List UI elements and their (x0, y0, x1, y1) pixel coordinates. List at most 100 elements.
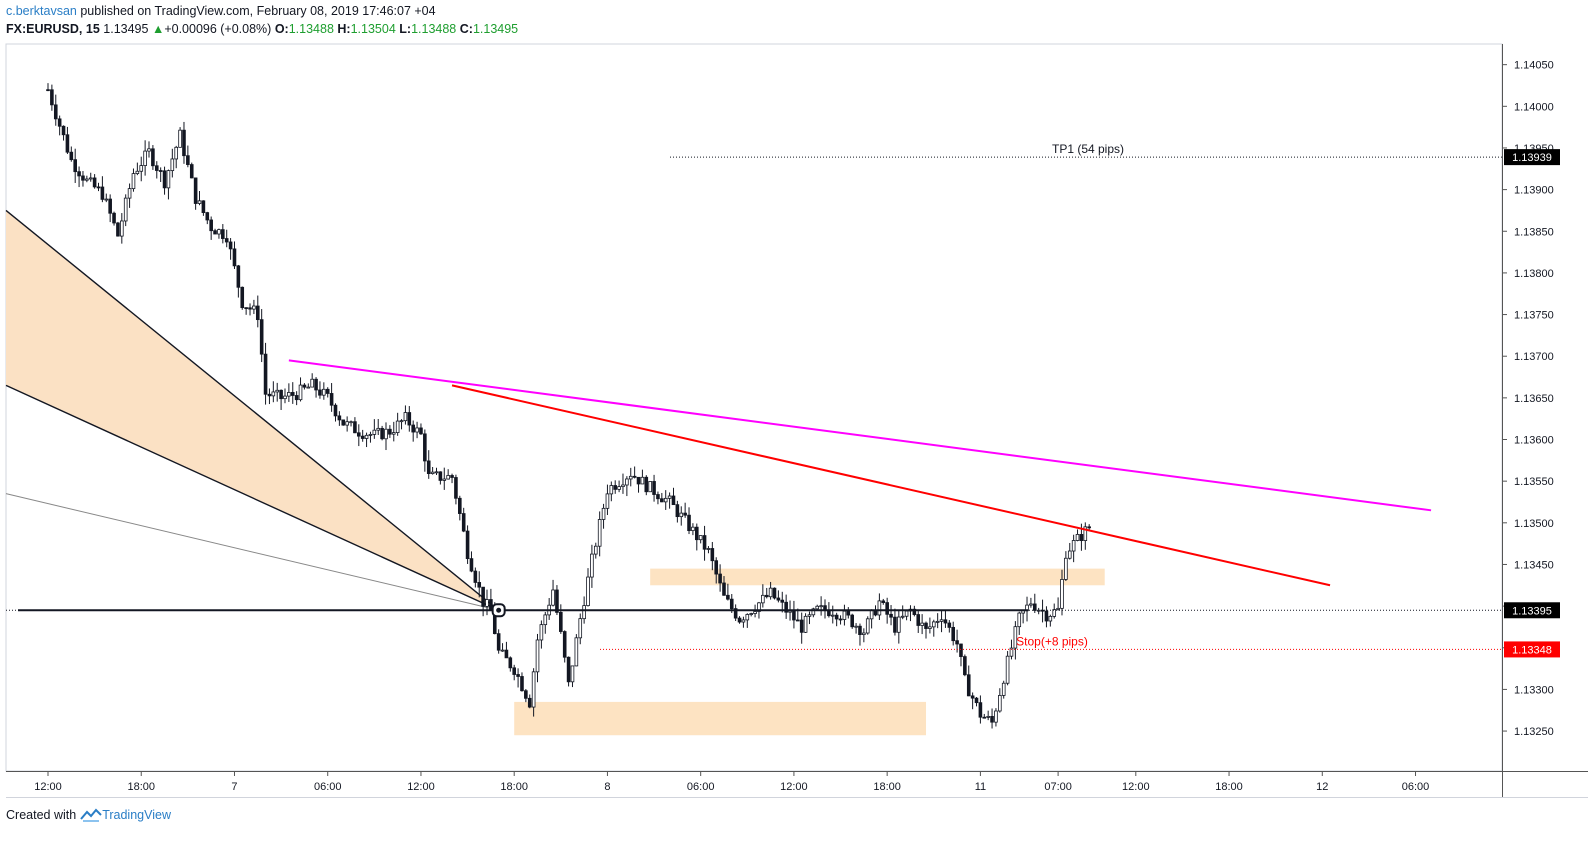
candle-body (61, 125, 66, 136)
open-label: O: (274, 22, 289, 36)
candle-body (496, 633, 501, 651)
anchor-handle-dot (496, 607, 502, 613)
candle-body (399, 420, 404, 423)
candle-body (512, 667, 516, 675)
x-tick-label: 11 (975, 781, 986, 793)
candle-body (434, 471, 439, 474)
candle-body (92, 177, 97, 188)
candle-body (1032, 603, 1037, 611)
candle-body (205, 212, 210, 221)
candle-body (555, 589, 559, 613)
candle-body (143, 150, 147, 166)
candle-body (539, 624, 544, 641)
symbol-label: FX:EURUSD, 15 (6, 22, 100, 36)
candle-body (764, 594, 769, 598)
candle-body (869, 609, 874, 620)
candle-body (170, 158, 175, 172)
author-link[interactable]: c.berktavsan (6, 4, 77, 18)
candle-body (632, 475, 637, 478)
candle-body (333, 404, 338, 417)
candle-body (108, 198, 112, 214)
candle-body (586, 576, 590, 607)
candle-body (648, 481, 652, 493)
publish-info: c.berktavsan published on TradingView.co… (6, 4, 436, 18)
candle-body (182, 129, 186, 157)
candle-body (601, 507, 606, 520)
candle-body (963, 656, 967, 676)
candle-body (69, 151, 74, 161)
candle-body (617, 486, 621, 490)
y-tick-label: 1.13650 (1514, 393, 1554, 405)
candle-body (294, 395, 299, 401)
candle-body (928, 626, 932, 629)
high-value: 1.13504 (350, 22, 396, 36)
candle-body (865, 618, 870, 634)
candle-body (943, 619, 948, 624)
candle-body (57, 118, 62, 127)
candle-body (694, 526, 699, 541)
candle-body (120, 220, 124, 237)
x-tick-label: 12:00 (780, 781, 808, 793)
candle-body (858, 625, 862, 635)
candle-body (640, 476, 645, 485)
candle-body (830, 614, 835, 617)
candle-body (477, 582, 482, 588)
candle-body (904, 610, 909, 617)
price-tag-label: 1.13939 (1512, 152, 1552, 164)
candle-body (885, 602, 889, 615)
candle-body (559, 612, 563, 632)
x-tick-label: 8 (604, 781, 610, 793)
candle-body (792, 610, 796, 621)
candle-body (430, 471, 435, 475)
candle-body (675, 504, 680, 518)
candle-body (345, 421, 349, 426)
candle-body (450, 475, 454, 478)
candle-body (158, 170, 163, 172)
candle-body (224, 238, 229, 243)
candle-body (283, 395, 287, 400)
candle-body (718, 573, 722, 584)
candle-body (186, 155, 190, 165)
candle-body (290, 392, 295, 396)
x-tick-label: 06:00 (1402, 781, 1430, 793)
candle-body (193, 177, 198, 204)
candle-body (722, 582, 726, 596)
x-tick-label: 18:00 (500, 781, 528, 793)
candle-body (1064, 557, 1068, 580)
candle-body (741, 619, 746, 623)
candle-body (442, 478, 447, 481)
candle-body (978, 702, 983, 718)
price-tag-label: 1.13395 (1512, 605, 1552, 617)
candle-body (562, 631, 567, 658)
candle-body (663, 497, 668, 503)
candle-body (970, 695, 975, 699)
candle-body (729, 598, 734, 610)
candle-body (1013, 626, 1018, 649)
candle-body (815, 605, 820, 610)
candle-body (656, 494, 660, 500)
candle-body (974, 697, 979, 704)
candle-body (147, 148, 151, 152)
candle-body (46, 89, 50, 92)
candle-body (784, 601, 788, 613)
candle-body (881, 600, 886, 603)
candle-body (524, 690, 528, 699)
candle-body (376, 427, 381, 431)
candle-body (1052, 609, 1057, 617)
candle-body (65, 134, 70, 153)
candle-body (768, 587, 773, 598)
candle-body (1029, 603, 1033, 606)
candle-body (1083, 526, 1088, 542)
red-trendline (451, 384, 1331, 587)
candle-body (862, 632, 866, 635)
candle-body (372, 429, 377, 435)
candle-body (551, 589, 555, 606)
candle-body (275, 389, 280, 393)
candle-body (197, 200, 202, 204)
candle-body (838, 618, 843, 621)
close-label: C: (459, 22, 473, 36)
candle-body (384, 428, 388, 440)
tradingview-link[interactable]: TradingView (80, 808, 171, 822)
candle-body (252, 305, 256, 310)
